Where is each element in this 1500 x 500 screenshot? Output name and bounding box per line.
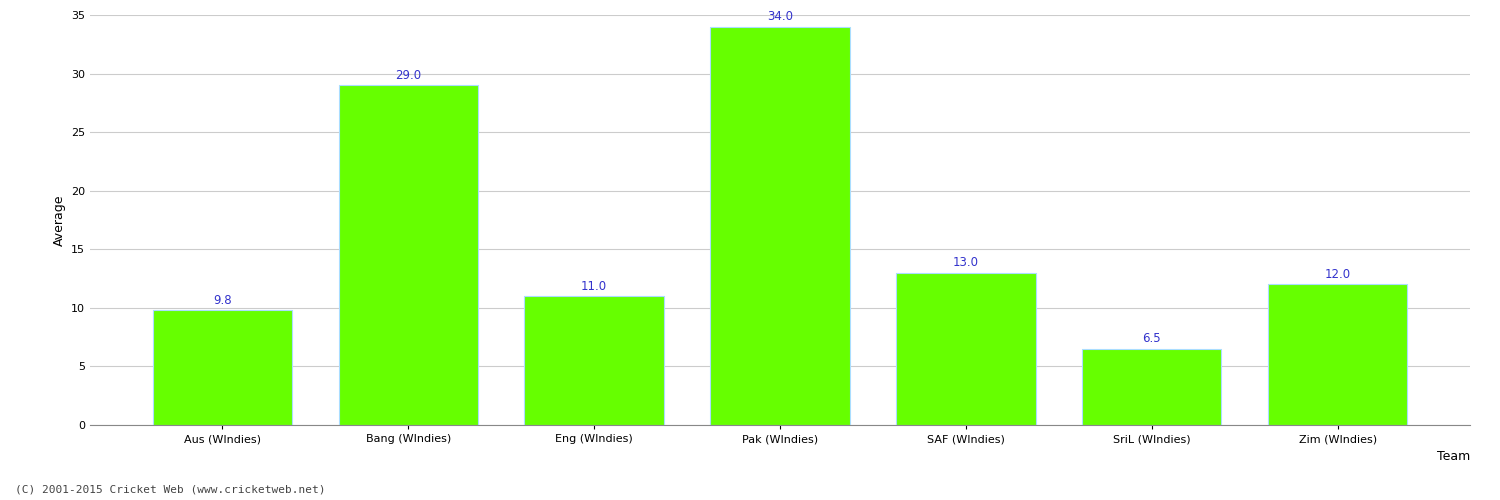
- Y-axis label: Average: Average: [53, 194, 66, 246]
- Bar: [711, 26, 849, 425]
- Text: 11.0: 11.0: [580, 280, 608, 292]
- Bar: [896, 272, 1035, 425]
- Bar: [153, 310, 292, 425]
- Bar: [525, 296, 664, 425]
- Text: (C) 2001-2015 Cricket Web (www.cricketweb.net): (C) 2001-2015 Cricket Web (www.cricketwe…: [15, 485, 326, 495]
- Text: 12.0: 12.0: [1324, 268, 1350, 281]
- Bar: [1082, 349, 1221, 425]
- Bar: [1268, 284, 1407, 425]
- Text: 29.0: 29.0: [394, 69, 422, 82]
- Text: 34.0: 34.0: [766, 10, 794, 23]
- Bar: [339, 86, 478, 425]
- X-axis label: Team: Team: [1437, 450, 1470, 462]
- Text: 6.5: 6.5: [1143, 332, 1161, 345]
- Text: 9.8: 9.8: [213, 294, 231, 306]
- Text: 13.0: 13.0: [952, 256, 980, 269]
